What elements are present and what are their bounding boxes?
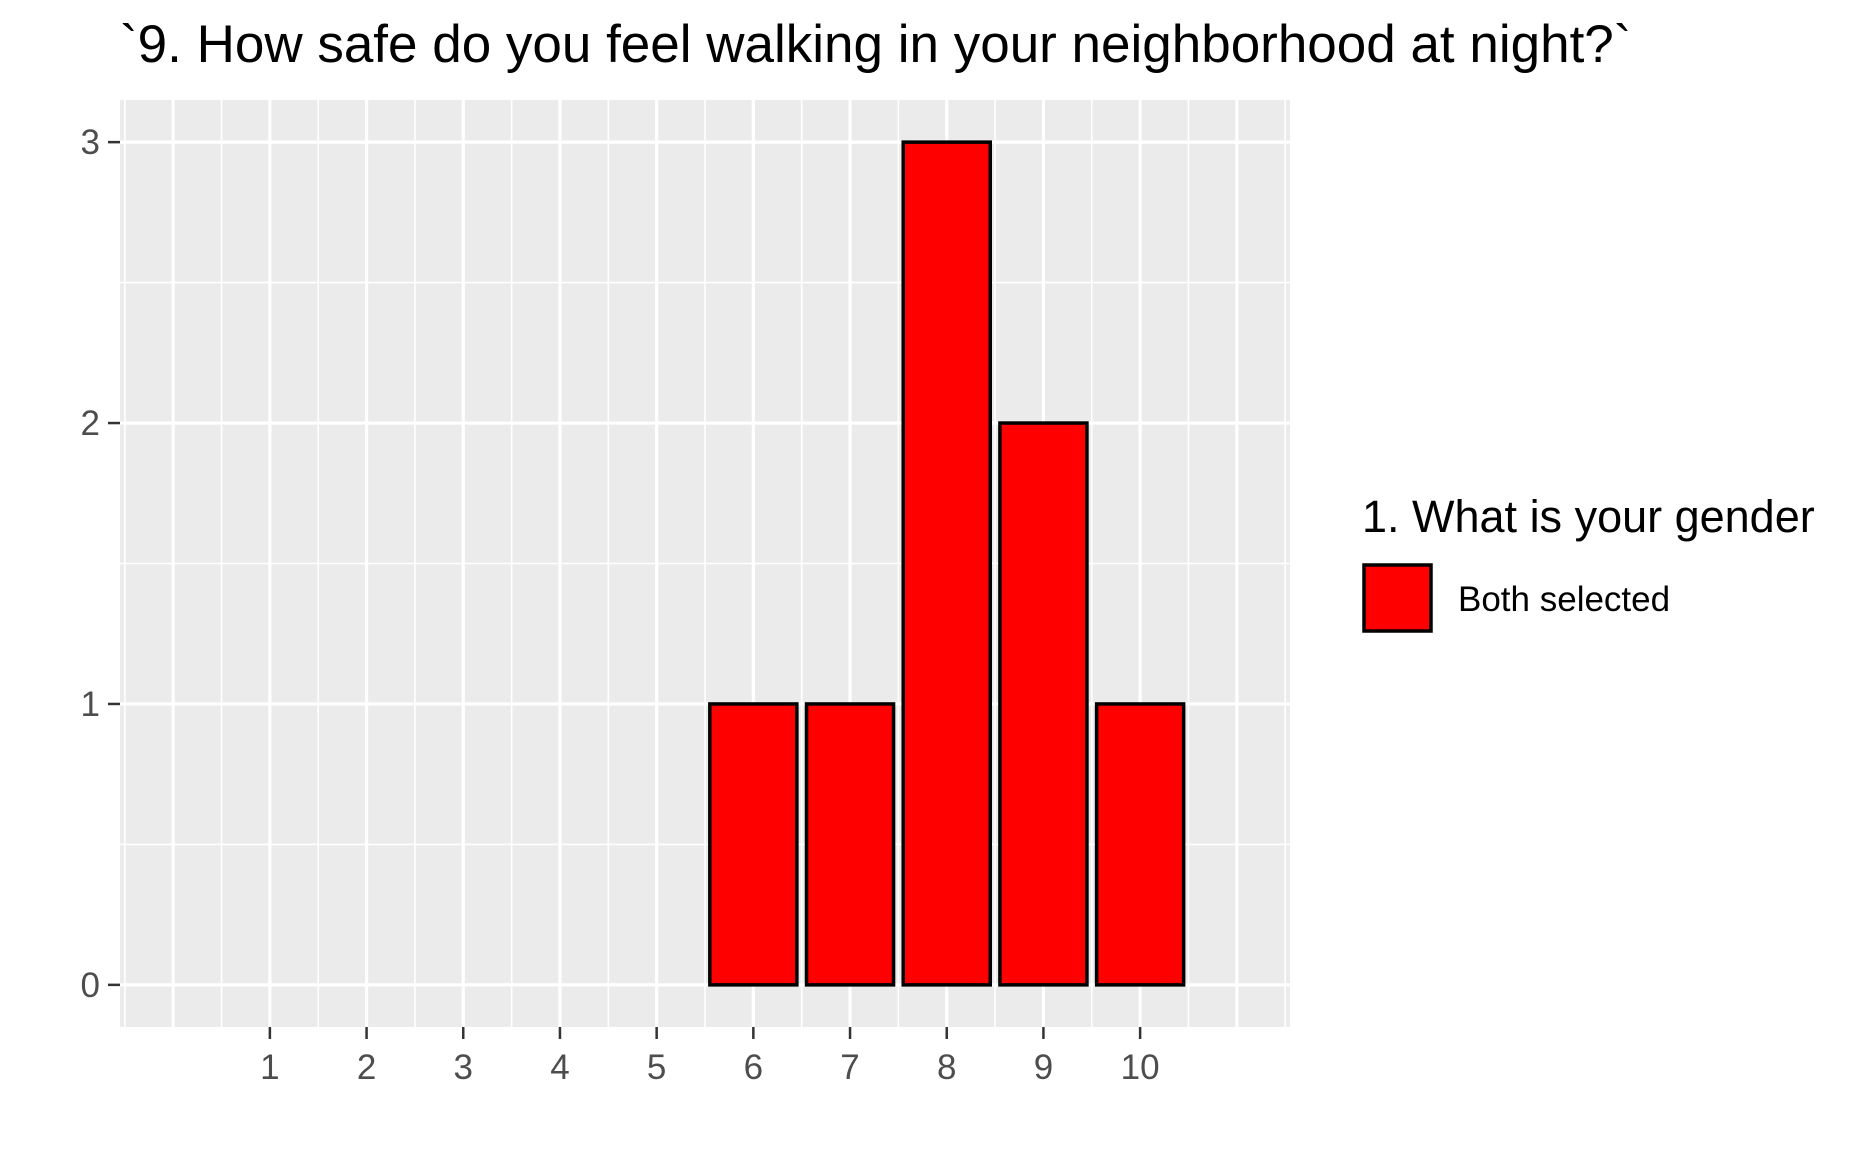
x-tick-label: 1: [260, 1048, 279, 1087]
legend: 1. What is your gender Both selected: [1362, 491, 1815, 633]
y-tick-label: 2: [81, 404, 100, 443]
bars: [708, 140, 1186, 987]
x-tick-label: 6: [744, 1048, 763, 1087]
x-tick-label: 8: [937, 1048, 956, 1087]
legend-title: 1. What is your gender: [1362, 491, 1815, 542]
bar-7: [804, 702, 896, 987]
x-tick-label: 2: [357, 1048, 376, 1087]
bar-9: [998, 421, 1089, 987]
legend-label-both-selected: Both selected: [1458, 580, 1670, 619]
x-tick-label: 4: [550, 1048, 569, 1087]
chart-title: `9. How safe do you feel walking in your…: [120, 15, 1631, 74]
x-tick-label: 7: [840, 1048, 859, 1087]
x-tick-label: 10: [1121, 1048, 1160, 1087]
x-axis: 1 2 3 4 5 6 7 8 9 10: [260, 1027, 1160, 1087]
x-tick-label: 3: [454, 1048, 473, 1087]
x-tick-label: 5: [647, 1048, 666, 1087]
y-tick-label: 1: [81, 685, 100, 724]
bar-6: [708, 702, 799, 987]
y-axis: 0 1 2 3: [81, 123, 120, 1005]
y-tick-label: 0: [81, 966, 100, 1005]
bar-10: [1094, 702, 1186, 987]
bar-8: [901, 140, 992, 987]
legend-key-both-selected: [1362, 563, 1433, 633]
y-tick-label: 3: [81, 123, 100, 162]
minor-gridlines: [120, 100, 1290, 1027]
x-tick-label: 9: [1034, 1048, 1053, 1087]
